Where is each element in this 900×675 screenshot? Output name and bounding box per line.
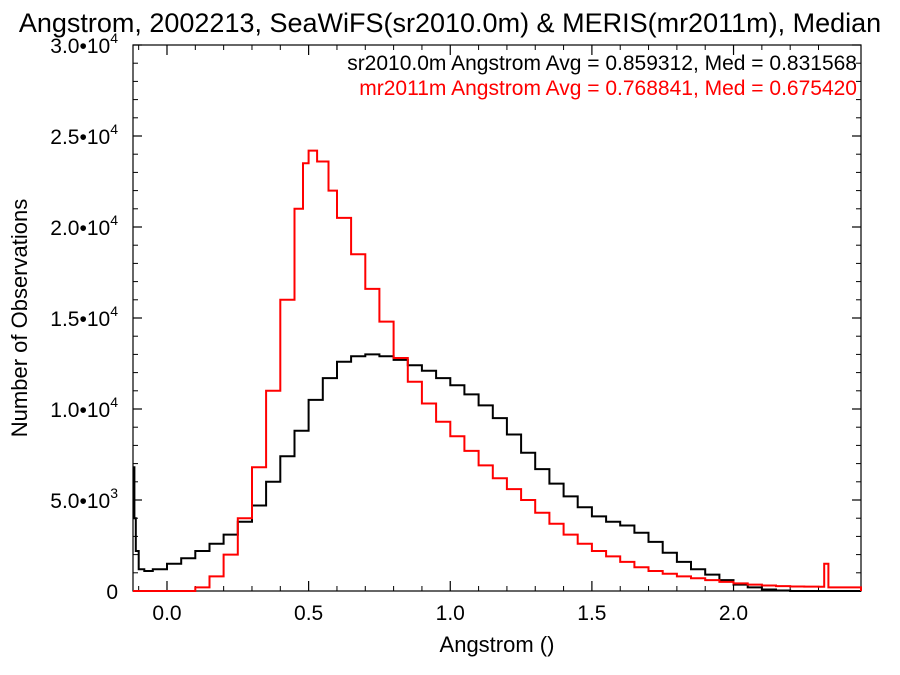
x-tick-label: 2.0 [719, 602, 748, 625]
x-axis-label: Angstrom () [440, 632, 555, 657]
y-tick-label: 5.0•103 [50, 485, 118, 513]
y-tick-label: 2.0•104 [50, 212, 118, 240]
y-tick-label: 1.5•104 [50, 303, 118, 331]
legend-entry-mr2011: mr2011m Angstrom Avg = 0.768841, Med = 0… [359, 77, 857, 100]
y-tick-label: 0 [106, 581, 118, 604]
y-tick-label: 3.0•104 [50, 30, 118, 58]
x-tick-label: 0.5 [294, 602, 323, 625]
plot-frame [132, 44, 862, 592]
x-axis-ticks: 0.0 0.5 1.0 1.5 2.0 [138, 45, 820, 625]
plot-axes [132, 44, 862, 592]
x-tick-label: 1.0 [436, 602, 465, 625]
y-axis-ticks: 0 5.0•103 1.0•104 1.5•104 2.0•104 2.5•104 3.0•… [50, 30, 861, 604]
series-line-0 [133, 353, 861, 592]
legend: sr2010.0m Angstrom Avg = 0.859312, Med =… [347, 52, 857, 100]
x-tick-label: 1.5 [577, 602, 606, 625]
y-axis-label: Number of Observations [7, 199, 32, 437]
y-tick-label: 2.5•104 [50, 121, 118, 149]
data-series [133, 149, 862, 592]
chart-title: Angstrom, 2002213, SeaWiFS(sr2010.0m) & … [19, 8, 881, 38]
series-line-1 [133, 149, 862, 592]
y-tick-label: 1.0•104 [50, 394, 118, 422]
legend-entry-sr2010: sr2010.0m Angstrom Avg = 0.859312, Med =… [347, 52, 857, 75]
x-tick-label: 0.0 [152, 602, 181, 625]
